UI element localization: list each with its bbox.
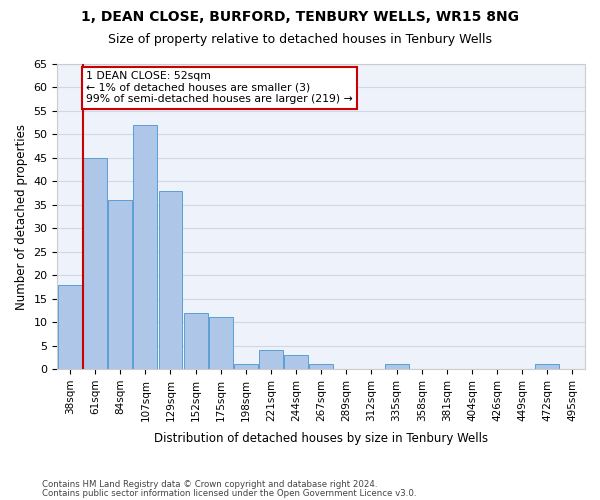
- Text: 1, DEAN CLOSE, BURFORD, TENBURY WELLS, WR15 8NG: 1, DEAN CLOSE, BURFORD, TENBURY WELLS, W…: [81, 10, 519, 24]
- Bar: [58, 284, 82, 369]
- X-axis label: Distribution of detached houses by size in Tenbury Wells: Distribution of detached houses by size …: [154, 432, 488, 445]
- Text: Contains HM Land Registry data © Crown copyright and database right 2024.: Contains HM Land Registry data © Crown c…: [42, 480, 377, 489]
- Text: 1 DEAN CLOSE: 52sqm
← 1% of detached houses are smaller (3)
99% of semi-detached: 1 DEAN CLOSE: 52sqm ← 1% of detached hou…: [86, 71, 353, 104]
- Text: Contains public sector information licensed under the Open Government Licence v3: Contains public sector information licen…: [42, 489, 416, 498]
- Bar: [535, 364, 559, 369]
- Y-axis label: Number of detached properties: Number of detached properties: [15, 124, 28, 310]
- Bar: [133, 125, 157, 369]
- Bar: [158, 190, 182, 369]
- Bar: [309, 364, 333, 369]
- Bar: [83, 158, 107, 369]
- Bar: [209, 318, 233, 369]
- Bar: [259, 350, 283, 369]
- Bar: [184, 312, 208, 369]
- Bar: [234, 364, 258, 369]
- Bar: [385, 364, 409, 369]
- Bar: [108, 200, 132, 369]
- Text: Size of property relative to detached houses in Tenbury Wells: Size of property relative to detached ho…: [108, 32, 492, 46]
- Bar: [284, 355, 308, 369]
